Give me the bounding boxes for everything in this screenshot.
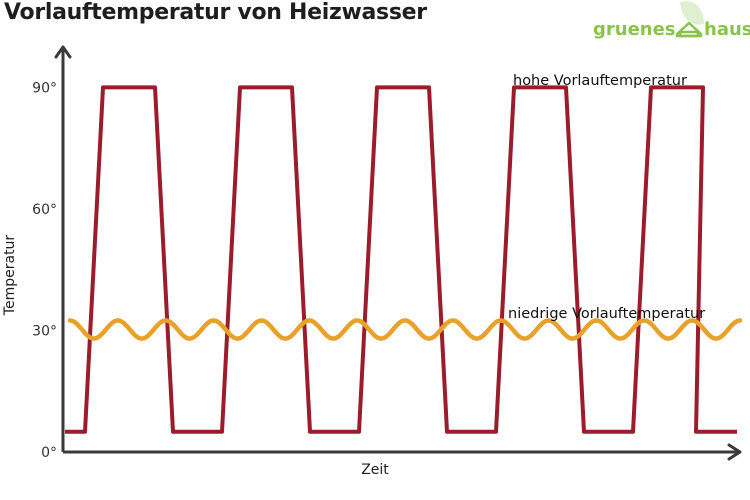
leaf-house-icon — [675, 1, 704, 38]
series-line-high — [65, 85, 737, 434]
logo-word-haus: haus — [704, 19, 750, 40]
y-axis-label: Temperatur — [2, 235, 18, 317]
y-tick-label-2: 60° — [32, 202, 57, 218]
series-label-low: niedrige Vorlauftemperatur — [508, 306, 705, 322]
brand-logo: gruenes haus — [592, 0, 750, 50]
y-axis-arrow — [54, 45, 72, 59]
y-tick-label-0: 0° — [41, 445, 57, 461]
y-tick-labels: 0° 30° 60° 90° — [32, 80, 57, 461]
y-tick-label-1: 30° — [32, 323, 57, 339]
x-axis-arrow — [727, 443, 742, 461]
chart-title: Vorlauftemperatur von Heizwasser — [4, 0, 427, 25]
chart-axes — [54, 45, 742, 461]
chart-series — [65, 85, 743, 434]
logo-word-gruenes: gruenes — [593, 19, 676, 40]
x-axis-label: Zeit — [361, 462, 389, 478]
y-tick-label-3: 90° — [32, 80, 57, 96]
series-line-low — [67, 318, 743, 341]
series-label-high: hohe Vorlauftemperatur — [513, 73, 687, 89]
